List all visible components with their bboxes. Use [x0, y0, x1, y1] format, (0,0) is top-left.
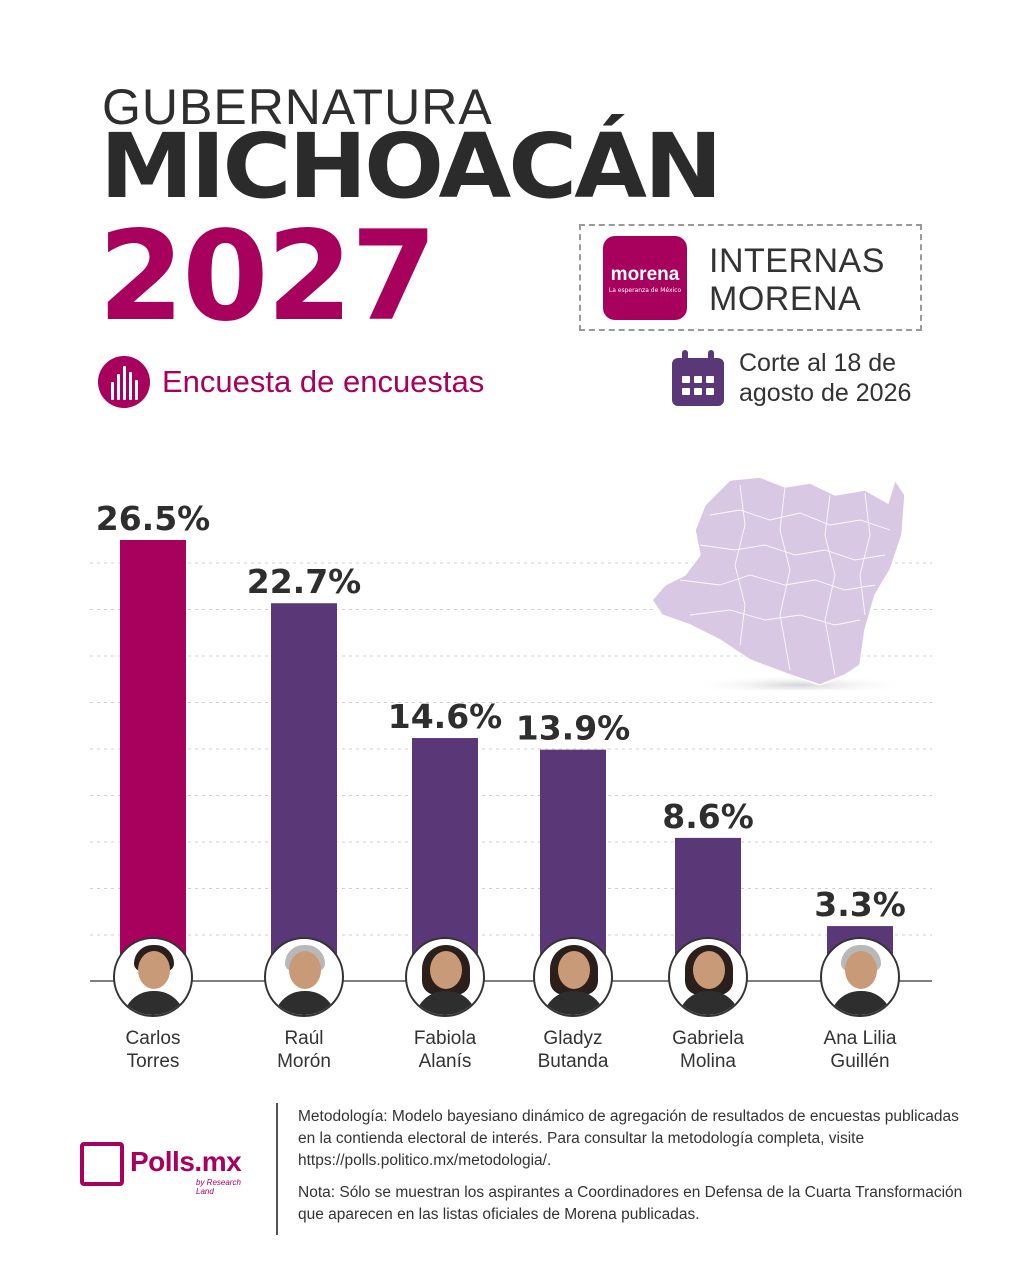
candidate-photo [820, 937, 900, 1017]
title-main: MICHOACÁN [100, 115, 723, 219]
calendar-icon [672, 350, 724, 406]
candidate-name: Gabriela Molina [643, 1027, 773, 1073]
data-label: 13.9% [516, 709, 631, 748]
bar [120, 540, 186, 981]
candidate-first-name: Carlos [125, 1028, 181, 1049]
candidate-name: Raúl Morón [239, 1027, 369, 1073]
candidate-last-name: Guillén [830, 1051, 890, 1072]
logo-sub: by Research Land [196, 1178, 241, 1196]
candidate-last-name: Alanís [418, 1051, 472, 1072]
internas-badge: morena La esperanza de México INTERNAS M… [579, 224, 922, 331]
footer-divider [276, 1103, 278, 1235]
bar-chart-icon [98, 356, 150, 408]
candidate-photo [405, 937, 485, 1017]
badge-line-2: MORENA [709, 280, 862, 318]
morena-logo: morena La esperanza de México [603, 236, 687, 320]
methodology-text: Metodología: Modelo bayesiano dinámico d… [298, 1108, 959, 1169]
candidate-last-name: Torres [126, 1051, 180, 1072]
data-label: 22.7% [247, 562, 362, 601]
candidate-photo [533, 937, 613, 1017]
title-top: GUBERNATURA [102, 79, 493, 135]
candidate-photo [113, 937, 193, 1017]
candidate-name: Fabiola Alanís [380, 1027, 510, 1073]
candidate-last-name: Morón [277, 1051, 331, 1072]
logo-text: Polls.mx [130, 1146, 242, 1177]
bar [271, 603, 337, 981]
badge-text: INTERNAS MORENA [709, 242, 885, 318]
candidate-name: Ana Lilia Guillén [795, 1027, 925, 1073]
candidate-photo [668, 937, 748, 1017]
data-label: 26.5% [96, 499, 211, 538]
candidate-last-name: Butanda [537, 1051, 609, 1072]
candidate-name: Gladyz Butanda [508, 1027, 638, 1073]
note-text: Nota: Sólo se muestran los aspirantes a … [298, 1184, 963, 1223]
michoacan-map-icon [651, 476, 910, 690]
candidate-last-name: Molina [680, 1051, 736, 1072]
data-label: 3.3% [814, 885, 906, 924]
data-label: 8.6% [662, 797, 754, 836]
footer-notes: Metodología: Modelo bayesiano dinámico d… [298, 1106, 968, 1226]
candidate-first-name: Gladyz [543, 1028, 603, 1049]
candidate-photo [264, 937, 344, 1017]
survey-label: Encuesta de encuestas [162, 364, 485, 399]
candidate-name: Carlos Torres [88, 1027, 218, 1073]
candidate-first-name: Gabriela [672, 1028, 744, 1049]
date-row: Corte al 18 de agosto de 2026 [672, 348, 911, 408]
badge-line-1: INTERNAS [709, 242, 885, 280]
candidate-first-name: Ana Lilia [823, 1028, 897, 1049]
data-label: 14.6% [388, 697, 503, 736]
morena-logo-word: morena [610, 264, 680, 285]
chart-logo-icon [80, 1142, 124, 1186]
morena-logo-sub: La esperanza de México [608, 287, 682, 294]
polls-mx-logo: Polls.mx by Research Land [80, 1138, 260, 1198]
cutoff-date: Corte al 18 de agosto de 2026 [739, 348, 911, 408]
date-line-2: agosto de 2026 [739, 379, 912, 407]
date-line-1: Corte al 18 de [739, 349, 897, 377]
candidate-first-name: Raúl [284, 1028, 324, 1049]
candidate-first-name: Fabiola [413, 1028, 477, 1049]
survey-label-row: Encuesta de encuestas [98, 356, 484, 408]
title-year: 2027 [98, 205, 437, 349]
